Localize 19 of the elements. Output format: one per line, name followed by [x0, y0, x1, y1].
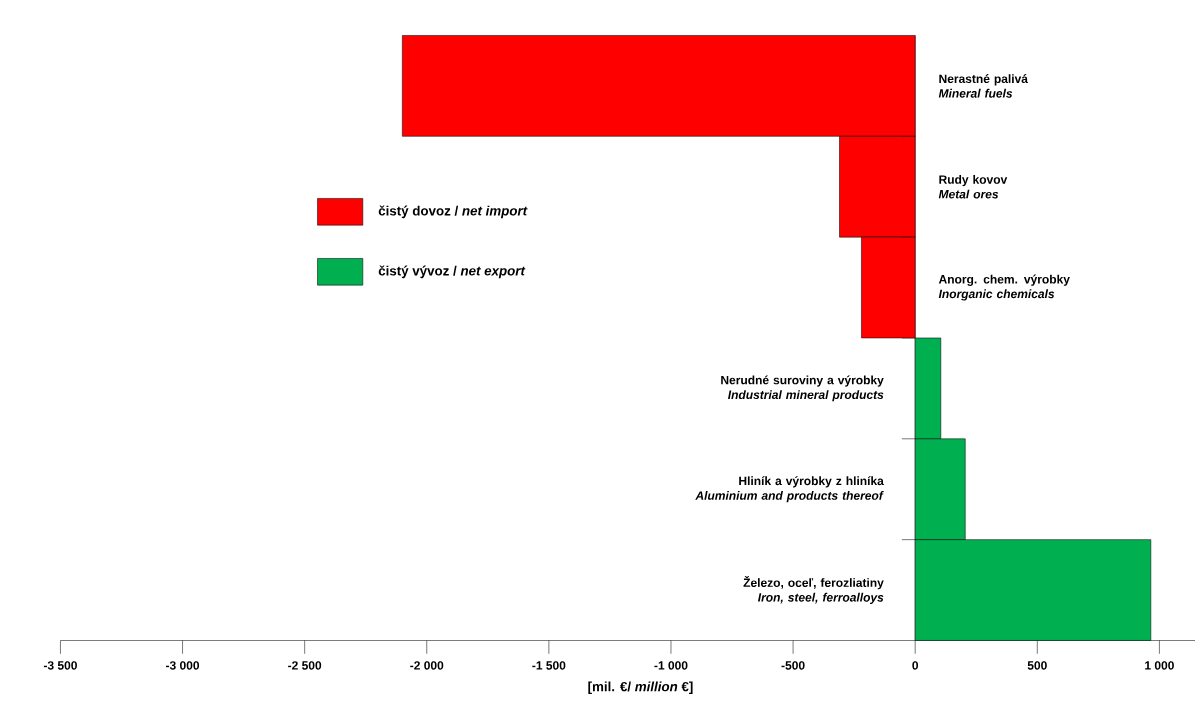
x-tick-label: -3 000 — [166, 661, 200, 670]
x-tick-label: -2 500 — [288, 661, 322, 670]
y-tick-label: Hliník a výrobky z hliníka Aluminium and products thereof — [695, 476, 884, 503]
y-tick-label: Nerastné palivá Mineral fuels — [938, 74, 1028, 98]
legend-label: čistý vývoz / net export — [378, 265, 526, 279]
x-tick-label: -500 — [781, 661, 805, 670]
y-tick-label: Anorg. chem. výrobky Inorganic chemicals — [938, 274, 1070, 301]
x-tick-label: -1 000 — [654, 661, 688, 670]
legend-label: čistý dovoz / net import — [378, 205, 528, 219]
y-tick-label: Rudy kovov Metal ores — [938, 174, 1008, 199]
x-tick-label: 500 — [1027, 661, 1047, 670]
x-tick-label: 0 — [912, 661, 919, 670]
x-tick-label: -1 500 — [532, 661, 566, 670]
x-tick-label: 1 000 — [1145, 661, 1174, 670]
x-axis-title: [mil. €/ million €] — [588, 681, 693, 694]
y-tick-label: Železo, oceľ, ferozliatiny Iron, steel, ferroalloys — [743, 576, 884, 605]
x-tick-label: -2 000 — [410, 661, 444, 670]
y-tick-label: Nerudné suroviny a výrobky Industrial mineral products — [721, 375, 884, 402]
x-tick-label: -3 500 — [43, 661, 77, 670]
